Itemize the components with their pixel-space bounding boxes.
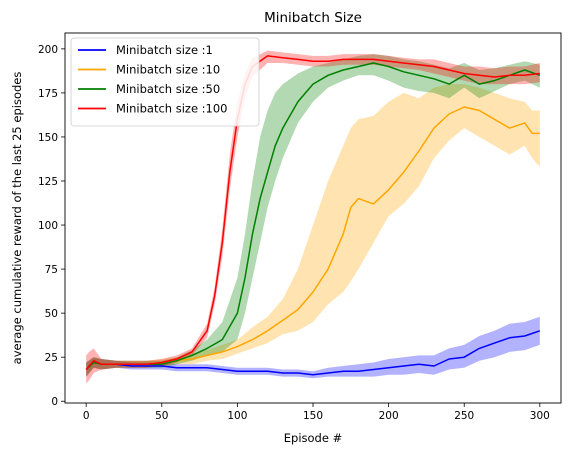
chart-title: Minibatch Size	[264, 10, 362, 26]
legend-label: Minibatch size :100	[116, 102, 228, 116]
x-axis: 0 50 100 150 200 250 300	[83, 403, 550, 422]
x-tick-label: 50	[155, 410, 168, 422]
legend-label: Minibatch size :10	[116, 63, 220, 77]
y-tick-label: 125	[38, 176, 58, 188]
x-tick-label: 100	[227, 410, 247, 422]
y-tick-label: 75	[45, 264, 58, 276]
y-tick-label: 50	[45, 308, 58, 320]
y-tick-label: 150	[38, 132, 58, 144]
y-tick-label: 100	[38, 220, 58, 232]
series-1-band	[86, 84, 540, 377]
x-axis-label: Episode #	[284, 431, 342, 445]
plot-area	[85, 50, 541, 384]
y-tick-label: 175	[38, 88, 58, 100]
series-3-band	[86, 50, 540, 384]
x-tick-label: 200	[379, 410, 399, 422]
legend-label: Minibatch size :50	[116, 82, 220, 96]
series-2-band	[86, 54, 540, 377]
confidence-bands	[86, 50, 540, 384]
x-tick-label: 150	[303, 410, 323, 422]
x-tick-label: 300	[530, 410, 550, 422]
series-0-band	[86, 316, 540, 379]
series-0-line	[85, 330, 541, 376]
series-lines	[85, 55, 541, 376]
y-axis: 0 25 50 75 100 125 150 175 200	[38, 44, 65, 408]
y-tick-label: 200	[38, 44, 58, 56]
y-axis-label: average cumulative reward of the last 25…	[10, 72, 24, 365]
y-tick-label: 25	[45, 352, 58, 364]
legend-label: Minibatch size :1	[116, 43, 213, 57]
y-tick-label: 0	[51, 396, 58, 408]
x-tick-label: 0	[83, 410, 90, 422]
legend: Minibatch size :1 Minibatch size :10 Minib…	[70, 37, 260, 127]
series-3-line	[85, 55, 540, 370]
legend-box	[70, 37, 260, 127]
series-2-line	[85, 62, 541, 371]
x-tick-label: 250	[454, 410, 474, 422]
